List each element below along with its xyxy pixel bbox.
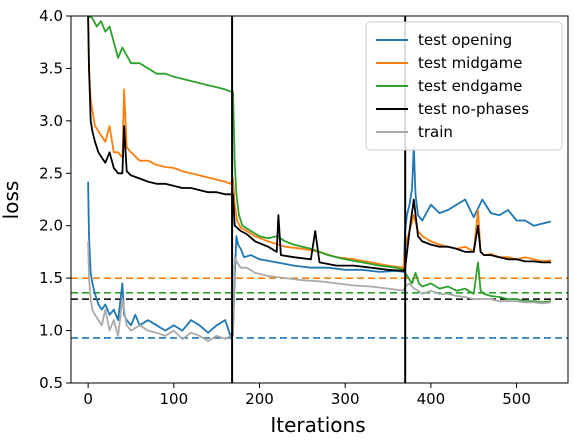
y-tick-label: 3.0: [39, 112, 63, 130]
axes-frame: [70, 15, 569, 384]
legend: test opening test midgame test endgame test…: [365, 21, 563, 151]
y-tick-label: 2.0: [39, 217, 63, 235]
series-line-test-opening: [87, 146, 552, 337]
x-tick-label: 500: [502, 390, 531, 408]
legend-box: [365, 21, 563, 151]
axes: 0 100 200 300 400 500 0.5 1.0 1.5 2.0 2.5 3.0 3.5 4.0: [39, 7, 569, 408]
series-line-test-midgame: [87, 16, 552, 269]
series-line-train: [87, 241, 552, 343]
x-axis-label: Iterations: [270, 413, 365, 437]
y-tick-label: 0.5: [39, 374, 63, 392]
x-tick-label: 300: [331, 390, 360, 408]
legend-entry-label: test no-phases: [418, 100, 529, 118]
x-tick-label: 400: [417, 390, 446, 408]
legend-entry-label: test opening: [418, 31, 512, 49]
y-axis-label: loss: [0, 181, 23, 220]
series-line-test-no-phases: [87, 16, 551, 272]
y-tick-label: 1.0: [39, 322, 63, 340]
x-tick-label: 100: [160, 390, 189, 408]
series-line-test-endgame: [87, 16, 552, 304]
y-tick-label: 3.5: [39, 59, 63, 77]
y-tick-label: 4.0: [39, 7, 63, 25]
plot-clip-group: [71, 16, 568, 383]
legend-entry-label: test endgame: [418, 77, 522, 95]
x-tick-label: 200: [245, 390, 274, 408]
plot-area: [71, 16, 568, 383]
y-tick-label: 1.5: [39, 269, 63, 287]
y-tick-label: 2.5: [39, 164, 63, 182]
legend-entry-label: train: [418, 123, 453, 141]
x-tick-label: 0: [83, 390, 93, 408]
legend-entry-label: test midgame: [418, 54, 522, 72]
